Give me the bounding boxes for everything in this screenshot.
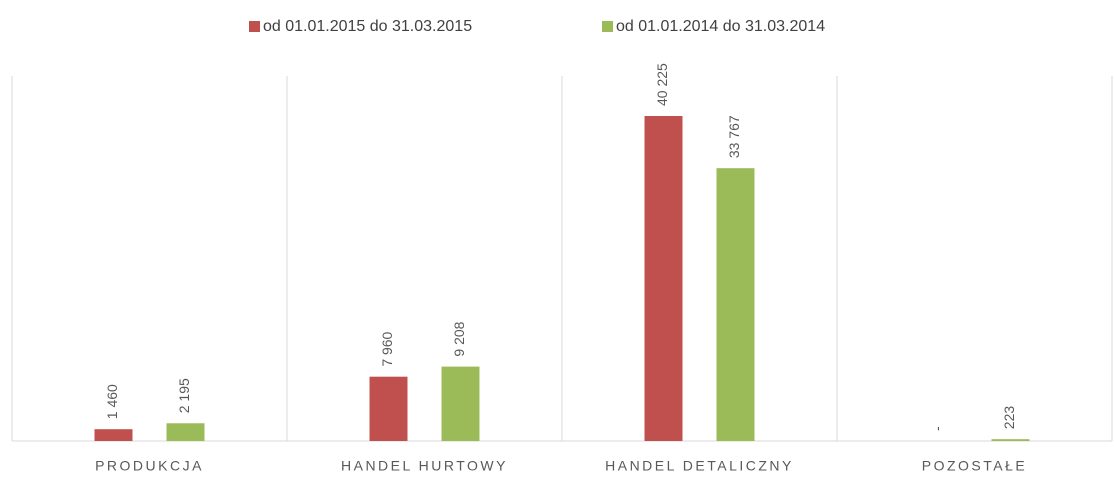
bar (991, 439, 1030, 441)
value-label: 40 225 (654, 63, 670, 106)
legend-swatch (249, 21, 260, 32)
value-label: 1 460 (104, 384, 120, 419)
value-label: - (929, 426, 945, 431)
value-label: 7 960 (379, 331, 395, 366)
x-tick-label: POZOSTAŁE (922, 458, 1027, 474)
bar (644, 116, 683, 441)
bar (166, 423, 205, 441)
value-label: 2 195 (176, 378, 192, 413)
bar (94, 429, 133, 441)
x-tick-label: HANDEL DETALICZNY (605, 458, 794, 474)
bar (441, 366, 480, 441)
bar (716, 168, 755, 442)
value-label: 223 (1001, 406, 1017, 430)
legend-label: od 01.01.2014 do 31.03.2014 (616, 18, 825, 35)
bar (369, 376, 408, 441)
value-label: 33 767 (726, 115, 742, 158)
legend-label: od 01.01.2015 do 31.03.2015 (263, 18, 472, 35)
x-tick-label: PRODUKCJA (95, 458, 204, 474)
x-tick-label: HANDEL HURTOWY (341, 458, 508, 474)
value-label: 9 208 (451, 321, 467, 356)
legend-swatch (602, 21, 613, 32)
